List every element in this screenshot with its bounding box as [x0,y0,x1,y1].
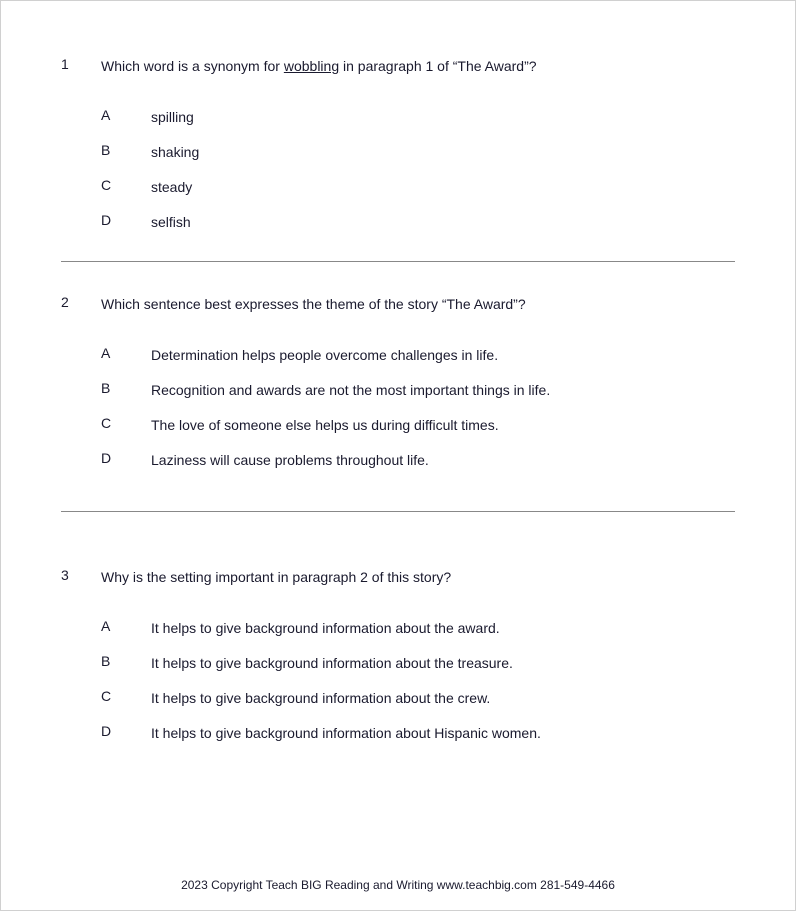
choice-text: It helps to give background information … [151,653,513,674]
choice-letter: D [101,723,151,739]
question-text: Which sentence best expresses the theme … [101,294,526,315]
question-text: Which word is a synonym for wobbling in … [101,56,537,77]
choice-letter: A [101,345,151,361]
divider [61,261,735,262]
choice-text: It helps to give background information … [151,723,541,744]
choice-text: The love of someone else helps us during… [151,415,499,436]
choice-row: A It helps to give background informatio… [101,618,735,639]
question-block: 2 Which sentence best expresses the them… [61,294,735,471]
choice-row: D It helps to give background informatio… [101,723,735,744]
choice-letter: B [101,653,151,669]
divider [61,511,735,512]
question-row: 1 Which word is a synonym for wobbling i… [61,56,735,77]
question-row: 2 Which sentence best expresses the them… [61,294,735,315]
question-block: 3 Why is the setting important in paragr… [61,567,735,744]
choice-text: Laziness will cause problems throughout … [151,450,429,471]
choice-letter: B [101,380,151,396]
choice-letter: C [101,688,151,704]
choice-text: It helps to give background information … [151,618,500,639]
question-suffix: in paragraph 1 of “The Award”? [339,58,536,74]
choice-row: A spilling [101,107,735,128]
choice-letter: A [101,107,151,123]
question-prefix: Which word is a synonym for [101,58,284,74]
question-text: Why is the setting important in paragrap… [101,567,451,588]
choice-row: B shaking [101,142,735,163]
choice-letter: D [101,450,151,466]
choices-list: A It helps to give background informatio… [101,618,735,744]
choice-row: C It helps to give background informatio… [101,688,735,709]
choice-letter: C [101,415,151,431]
footer-copyright: 2023 Copyright Teach BIG Reading and Wri… [1,878,795,892]
question-underlined-word: wobbling [284,58,339,74]
choices-list: A Determination helps people overcome ch… [101,345,735,471]
worksheet-page: 1 Which word is a synonym for wobbling i… [0,0,796,911]
choice-letter: A [101,618,151,634]
choice-letter: B [101,142,151,158]
question-number: 3 [61,567,101,583]
choice-row: B It helps to give background informatio… [101,653,735,674]
choice-row: B Recognition and awards are not the mos… [101,380,735,401]
choice-row: C The love of someone else helps us duri… [101,415,735,436]
choice-text: steady [151,177,192,198]
choice-letter: D [101,212,151,228]
choice-row: D Laziness will cause problems throughou… [101,450,735,471]
question-block: 1 Which word is a synonym for wobbling i… [61,56,735,233]
choice-letter: C [101,177,151,193]
choice-text: selfish [151,212,191,233]
choice-text: Determination helps people overcome chal… [151,345,498,366]
choice-text: spilling [151,107,194,128]
choices-list: A spilling B shaking C steady D selfish [101,107,735,233]
choice-row: A Determination helps people overcome ch… [101,345,735,366]
question-row: 3 Why is the setting important in paragr… [61,567,735,588]
question-number: 2 [61,294,101,310]
choice-text: Recognition and awards are not the most … [151,380,550,401]
choice-text: It helps to give background information … [151,688,490,709]
question-number: 1 [61,56,101,72]
choice-row: C steady [101,177,735,198]
choice-row: D selfish [101,212,735,233]
choice-text: shaking [151,142,199,163]
